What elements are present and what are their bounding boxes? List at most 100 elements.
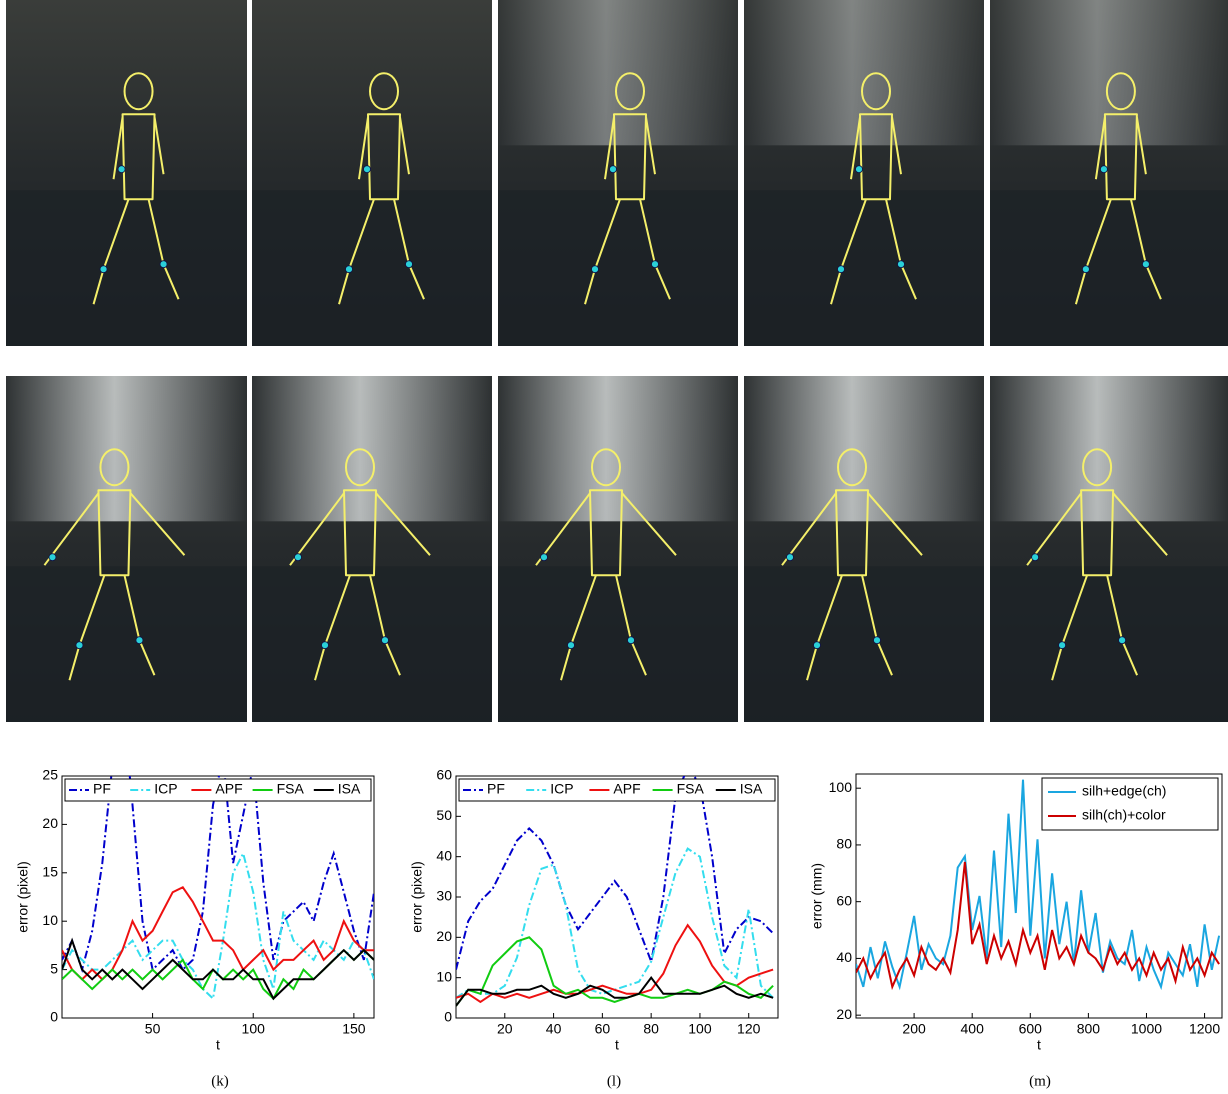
marker-dot	[100, 266, 107, 273]
y-tick-label: 0	[50, 1009, 58, 1025]
plot-frame	[456, 776, 778, 1018]
photo-panel	[498, 376, 738, 722]
marker-dot	[898, 261, 905, 268]
marker-dot	[364, 166, 371, 173]
photo-panel	[252, 376, 492, 722]
photo-window	[990, 0, 1228, 145]
marker-dot	[652, 261, 659, 268]
marker-dot	[610, 166, 617, 173]
photo-window	[6, 376, 247, 521]
caption: (l)	[607, 1073, 621, 1089]
legend-label: FSA	[677, 781, 705, 797]
marker-dot	[382, 637, 389, 644]
x-tick-label: 100	[242, 1021, 266, 1037]
legend-label: PF	[487, 781, 505, 797]
x-tick-label: 1200	[1189, 1021, 1220, 1037]
marker-dot	[592, 266, 599, 273]
y-tick-label: 0	[444, 1009, 452, 1025]
x-tick-label: 20	[497, 1021, 513, 1037]
x-axis-label: t	[1037, 1037, 1041, 1053]
y-tick-label: 100	[829, 779, 853, 795]
photo-floor	[990, 566, 1228, 722]
y-tick-label: 50	[436, 807, 452, 823]
marker-dot	[322, 642, 329, 649]
marker-dot	[406, 261, 413, 268]
caption: (k)	[211, 1073, 229, 1089]
legend-label: ISA	[740, 781, 763, 797]
y-tick-label: 60	[836, 892, 852, 908]
marker-dot	[49, 554, 56, 561]
photo-window	[252, 376, 492, 521]
marker-dot	[136, 637, 143, 644]
marker-dot	[118, 166, 125, 173]
y-tick-label: 20	[436, 928, 452, 944]
x-tick-label: 80	[643, 1021, 659, 1037]
photo-window	[990, 376, 1228, 521]
x-tick-label: 200	[902, 1021, 926, 1037]
x-tick-label: 400	[961, 1021, 985, 1037]
marker-dot	[838, 266, 845, 273]
y-axis-label: error (mm)	[809, 863, 825, 929]
x-tick-label: 50	[145, 1021, 161, 1037]
y-axis-label: error (pixel)	[409, 861, 425, 933]
y-tick-label: 80	[836, 836, 852, 852]
marker-dot	[787, 554, 794, 561]
legend-label: ICP	[154, 781, 177, 797]
marker-dot	[1082, 266, 1089, 273]
legend-label: PF	[93, 781, 111, 797]
photo-panel	[6, 376, 247, 722]
caption: (m)	[1029, 1073, 1051, 1089]
photo-floor	[744, 566, 984, 722]
marker-dot	[568, 642, 575, 649]
marker-dot	[628, 637, 635, 644]
photo-panel	[744, 0, 984, 346]
photo-panel	[252, 0, 492, 346]
marker-dot	[874, 637, 881, 644]
photo-floor	[252, 566, 492, 722]
y-tick-label: 20	[836, 1006, 852, 1022]
marker-dot	[541, 554, 548, 561]
y-tick-label: 10	[436, 968, 452, 984]
marker-dot	[346, 266, 353, 273]
marker-dot	[814, 642, 821, 649]
x-tick-label: 100	[688, 1021, 712, 1037]
x-tick-label: 40	[546, 1021, 562, 1037]
marker-dot	[1059, 642, 1066, 649]
photo-floor	[6, 566, 247, 722]
x-tick-label: 60	[595, 1021, 611, 1037]
marker-dot	[856, 166, 863, 173]
marker-dot	[1119, 637, 1126, 644]
y-tick-label: 40	[836, 949, 852, 965]
marker-dot	[1100, 166, 1107, 173]
photo-window	[744, 376, 984, 521]
x-tick-label: 800	[1077, 1021, 1101, 1037]
plot-frame	[62, 776, 374, 1018]
photo-panel	[744, 376, 984, 722]
photo-panel	[498, 0, 738, 346]
marker-dot	[160, 261, 167, 268]
legend-label: ISA	[338, 781, 361, 797]
legend-label: silh(ch)+color	[1082, 807, 1166, 823]
photo-window	[498, 376, 738, 521]
y-tick-label: 30	[436, 888, 452, 904]
y-axis-label: error (pixel)	[15, 861, 31, 933]
x-tick-label: 120	[737, 1021, 761, 1037]
photo-floor	[252, 190, 492, 346]
y-tick-label: 25	[42, 767, 58, 783]
photo-floor	[6, 190, 247, 346]
photo-floor	[990, 190, 1228, 346]
photo-floor	[744, 190, 984, 346]
photo-window	[498, 0, 738, 145]
x-tick-label: 600	[1019, 1021, 1043, 1037]
x-axis-label: t	[216, 1037, 220, 1053]
figure: 051015202550100150terror (pixel)(k)PFICP…	[0, 0, 1228, 1094]
x-tick-label: 1000	[1131, 1021, 1162, 1037]
legend-label: FSA	[277, 781, 305, 797]
x-tick-label: 150	[342, 1021, 366, 1037]
legend-label: ICP	[550, 781, 573, 797]
y-tick-label: 15	[42, 864, 58, 880]
y-tick-label: 20	[42, 815, 58, 831]
x-axis-label: t	[615, 1037, 619, 1053]
y-tick-label: 40	[436, 847, 452, 863]
y-tick-label: 60	[436, 767, 452, 783]
